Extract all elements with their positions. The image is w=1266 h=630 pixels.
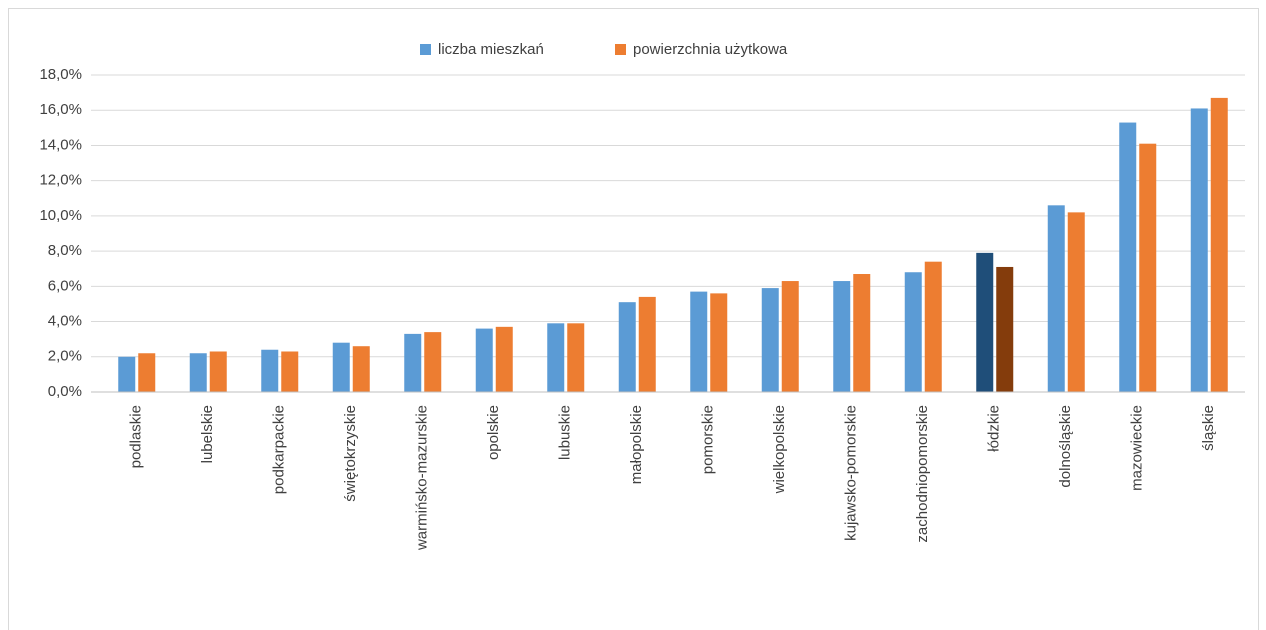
bar bbox=[618, 302, 636, 392]
y-tick-label: 6,0% bbox=[48, 277, 82, 294]
bar bbox=[1119, 122, 1137, 393]
x-tick-label: wielkopolskie bbox=[771, 405, 788, 494]
y-tick-label: 10,0% bbox=[39, 207, 82, 224]
x-tick-label: lubuskie bbox=[557, 405, 574, 460]
bar bbox=[833, 281, 851, 392]
y-tick-label: 18,0% bbox=[39, 66, 82, 83]
legend-swatch bbox=[420, 44, 431, 55]
bar bbox=[332, 342, 350, 392]
bar bbox=[924, 261, 942, 392]
legend-swatch bbox=[615, 44, 626, 55]
x-tick-label: kujawsko-pomorskie bbox=[843, 405, 860, 541]
x-tick-label: lubelskie bbox=[199, 405, 216, 463]
bar bbox=[1067, 212, 1085, 392]
x-tick-label: podkarpackie bbox=[271, 405, 288, 494]
bar bbox=[189, 353, 207, 392]
bar bbox=[495, 326, 513, 392]
bar bbox=[996, 266, 1014, 392]
bar bbox=[475, 328, 493, 392]
x-tick-label: świętokrzyskie bbox=[342, 405, 359, 502]
bar bbox=[1139, 143, 1157, 392]
x-tick-label: mazowieckie bbox=[1129, 405, 1146, 491]
bar bbox=[118, 356, 136, 392]
bar bbox=[547, 323, 565, 392]
bar bbox=[853, 274, 871, 392]
legend-label: liczba mieszkań bbox=[438, 41, 544, 58]
x-tick-label: pomorskie bbox=[700, 405, 717, 474]
bar bbox=[638, 296, 656, 392]
bar bbox=[138, 353, 156, 392]
bar bbox=[352, 346, 370, 392]
x-tick-label: łódzkie bbox=[986, 405, 1003, 452]
x-tick-label: małopolskie bbox=[628, 405, 645, 484]
x-tick-label: śląskie bbox=[1200, 405, 1217, 451]
x-tick-label: opolskie bbox=[485, 405, 502, 460]
bar bbox=[424, 332, 442, 392]
bar bbox=[904, 272, 922, 392]
y-tick-label: 12,0% bbox=[39, 172, 82, 189]
bar bbox=[567, 323, 585, 392]
bar bbox=[261, 349, 279, 392]
bar bbox=[1190, 108, 1208, 392]
bar bbox=[690, 291, 708, 392]
bar bbox=[781, 281, 799, 392]
bar bbox=[710, 293, 728, 392]
y-tick-label: 16,0% bbox=[39, 101, 82, 118]
y-tick-label: 8,0% bbox=[48, 242, 82, 259]
x-tick-label: zachodniopomorskie bbox=[914, 405, 931, 543]
y-tick-label: 4,0% bbox=[48, 313, 82, 330]
bar bbox=[209, 351, 227, 392]
bar bbox=[281, 351, 299, 392]
y-tick-label: 14,0% bbox=[39, 136, 82, 153]
bar bbox=[1210, 97, 1228, 393]
bar bbox=[1047, 205, 1065, 392]
y-tick-label: 2,0% bbox=[48, 348, 82, 365]
bar bbox=[976, 252, 994, 392]
bar bbox=[404, 333, 422, 392]
bar bbox=[761, 288, 779, 392]
x-tick-label: warmińsko-mazurskie bbox=[414, 405, 431, 551]
y-tick-label: 0,0% bbox=[48, 383, 82, 400]
legend-label: powierzchnia użytkowa bbox=[633, 41, 788, 58]
x-tick-label: dolnośląskie bbox=[1057, 405, 1074, 488]
x-tick-label: podlaskie bbox=[128, 405, 145, 468]
